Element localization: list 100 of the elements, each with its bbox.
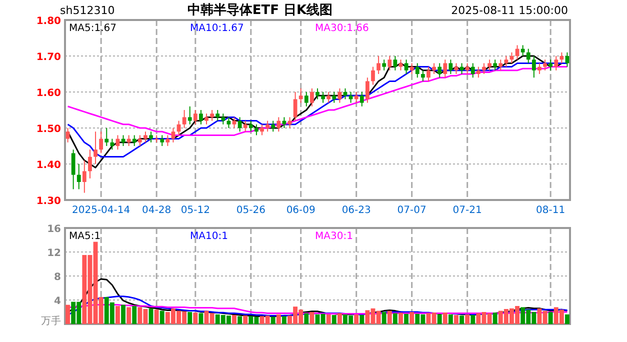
y-tick-label: 1.70 (36, 52, 62, 63)
candlestick (171, 128, 176, 143)
candlestick (293, 92, 298, 122)
bar (470, 315, 476, 324)
candlestick (193, 110, 198, 125)
bar (398, 312, 403, 324)
candlestick (243, 120, 248, 132)
candlestick (76, 164, 81, 190)
text: MA10:1.67 (190, 23, 244, 34)
y-tick-label: 12 (47, 248, 62, 259)
bar (448, 314, 453, 324)
candlestick (238, 116, 242, 132)
y-tick-label: 8 (54, 272, 62, 283)
candlestick (104, 128, 109, 146)
bar (565, 314, 570, 324)
y-tick-label: 1.80 (36, 16, 62, 27)
candlestick (432, 62, 436, 74)
y-tick-label: 1.50 (36, 124, 62, 135)
text: MA30:1 (315, 231, 353, 242)
bar (326, 314, 331, 324)
candlestick (332, 92, 336, 104)
x-tick-label: 04-28 (142, 205, 172, 216)
bar (360, 315, 364, 324)
y-tick-label: 4 (54, 296, 62, 307)
bar (66, 304, 70, 324)
candlestick (126, 134, 131, 146)
candlestick (66, 128, 70, 143)
bar (387, 310, 392, 324)
candlestick (448, 59, 453, 74)
x-tick-label: 06-09 (286, 205, 316, 216)
bar (193, 312, 198, 324)
candlestick (482, 62, 486, 74)
candlestick (82, 160, 86, 194)
candlestick (271, 120, 276, 132)
candlestick (410, 62, 414, 74)
bar (232, 315, 236, 324)
candlestick (99, 131, 104, 154)
text: 2025-08-11 15:00:00 (451, 4, 568, 17)
candlestick (360, 92, 364, 107)
bar (188, 312, 192, 324)
candlestick (166, 134, 170, 146)
x-tick-label: 06-23 (342, 205, 371, 216)
candlestick (498, 59, 503, 71)
candlestick (388, 56, 392, 71)
bar (382, 312, 386, 324)
bar (337, 313, 342, 324)
candlestick (276, 116, 281, 132)
candlestick (554, 56, 558, 71)
candlestick (443, 59, 448, 78)
candlestick (221, 113, 226, 125)
candlestick (366, 77, 370, 104)
y-tick-label: 1.60 (36, 88, 62, 99)
bar (132, 306, 137, 324)
candlestick (326, 92, 331, 104)
candlestick (543, 59, 547, 71)
bar (160, 310, 164, 324)
x-tick-label: 2025-04-14 (72, 205, 130, 216)
candlestick (520, 44, 525, 56)
bar (548, 312, 553, 324)
candlestick (398, 59, 403, 71)
candlestick (210, 110, 214, 122)
y-axis-title: 万手 (41, 315, 61, 327)
candlestick (538, 62, 542, 74)
candlestick (382, 59, 386, 71)
bar (276, 314, 281, 324)
x-tick-label: 05-26 (236, 205, 266, 216)
candlestick (420, 70, 425, 82)
bar (392, 313, 398, 324)
bar (465, 314, 470, 324)
candlestick (470, 62, 475, 78)
text: MA5:1 (69, 231, 101, 242)
candlestick (138, 134, 142, 146)
candlestick (149, 131, 153, 143)
x-tick-label: 07-21 (452, 205, 482, 216)
bar (154, 310, 159, 324)
candlestick (204, 113, 208, 125)
candlestick (188, 106, 192, 125)
y-tick-label: 1.30 (36, 196, 62, 207)
candlestick (548, 59, 553, 71)
bar (404, 314, 409, 324)
bar (304, 313, 309, 324)
bar (148, 308, 154, 324)
candlestick (393, 56, 398, 71)
bar (116, 306, 120, 324)
bar (121, 304, 126, 324)
bar (332, 315, 336, 324)
bar (354, 314, 359, 324)
candlestick (376, 56, 380, 74)
x-tick-label: 08-11 (536, 205, 566, 216)
candlestick (94, 131, 98, 164)
candlestick (260, 124, 264, 136)
candlestick (310, 88, 314, 107)
candlestick (154, 134, 159, 143)
bar (198, 313, 204, 324)
candlestick (304, 92, 308, 107)
candlestick (182, 110, 186, 128)
candlestick (88, 149, 92, 179)
candlestick (160, 134, 164, 146)
candlestick (504, 56, 508, 68)
candlestick (404, 59, 408, 74)
